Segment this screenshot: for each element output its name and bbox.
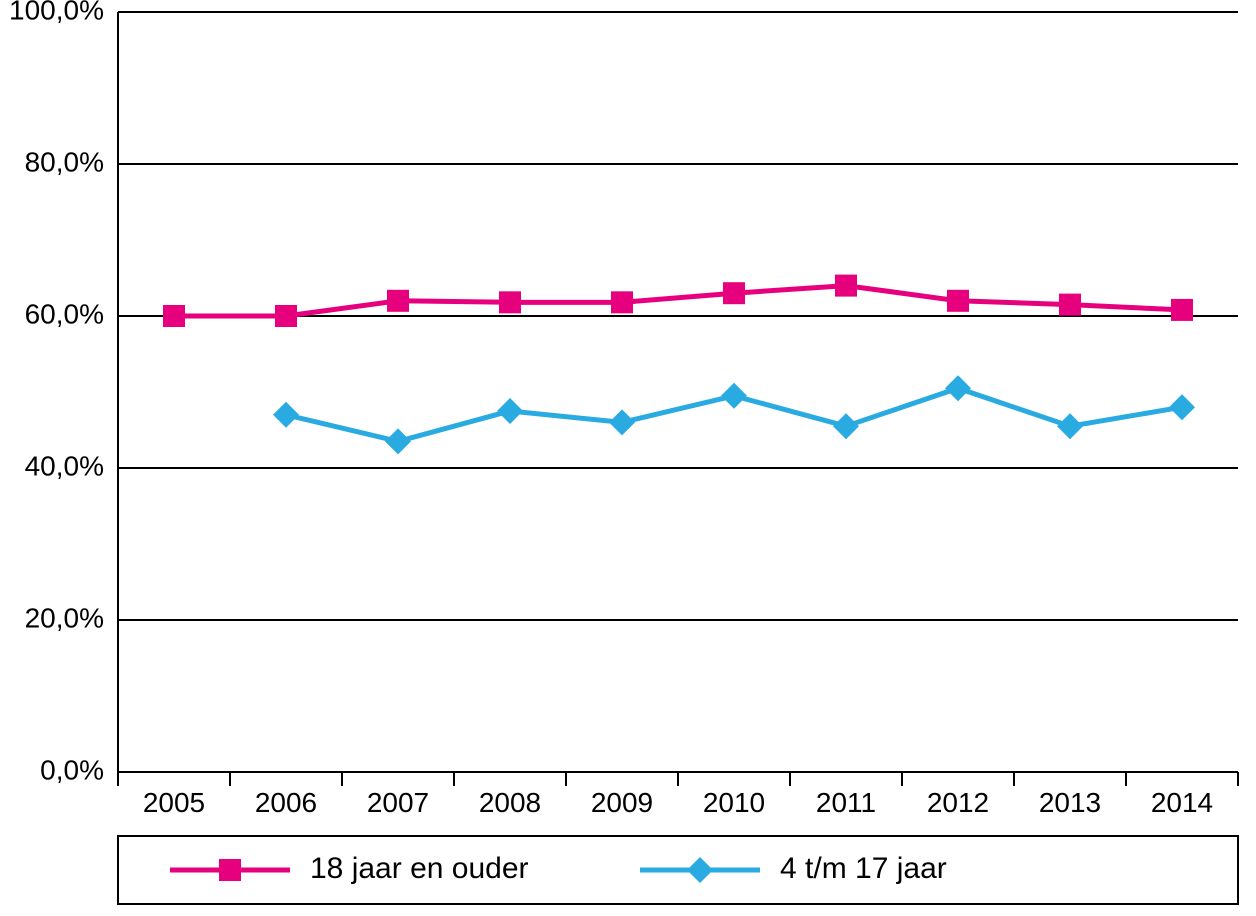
y-tick-label: 20,0% <box>25 602 104 633</box>
y-tick-label: 0,0% <box>40 754 104 785</box>
x-tick-label: 2009 <box>591 787 653 818</box>
axes <box>118 12 1238 772</box>
series-layer <box>163 275 1195 455</box>
legend-label: 18 jaar en ouder <box>310 852 529 885</box>
line-chart: 0,0%20,0%40,0%60,0%80,0%100,0% 200520062… <box>0 0 1256 916</box>
x-axis-ticks: 2005 2006 2007 2008 2009 2010 2011 2012 2013 2014 <box>118 772 1238 818</box>
x-tick-label: 2011 <box>816 787 876 818</box>
legend-label: 4 t/m 17 jaar <box>780 852 947 885</box>
series-0 <box>163 275 1193 327</box>
chart-svg: 0,0%20,0%40,0%60,0%80,0%100,0% 200520062… <box>0 0 1256 916</box>
x-tick-label: 2006 <box>255 787 317 818</box>
x-tick-label: 2014 <box>1151 787 1213 818</box>
y-tick-label: 40,0% <box>25 450 104 481</box>
y-tick-label: 100,0% <box>9 0 104 25</box>
series-1 <box>273 375 1195 454</box>
x-tick-label: 2012 <box>927 787 989 818</box>
legend: 18 jaar en ouder 4 t/m 17 jaar <box>118 836 1238 904</box>
x-tick-label: 2005 <box>143 787 205 818</box>
x-tick-label: 2007 <box>367 787 429 818</box>
x-tick-label: 2008 <box>479 787 541 818</box>
x-tick-label: 2010 <box>703 787 765 818</box>
x-tick-label: 2013 <box>1039 787 1101 818</box>
y-tick-label: 80,0% <box>25 146 104 177</box>
y-tick-label: 60,0% <box>25 298 104 329</box>
y-axis-ticks: 0,0% 20,0% 40,0% 60,0% 80,0% 100,0% <box>9 0 104 785</box>
